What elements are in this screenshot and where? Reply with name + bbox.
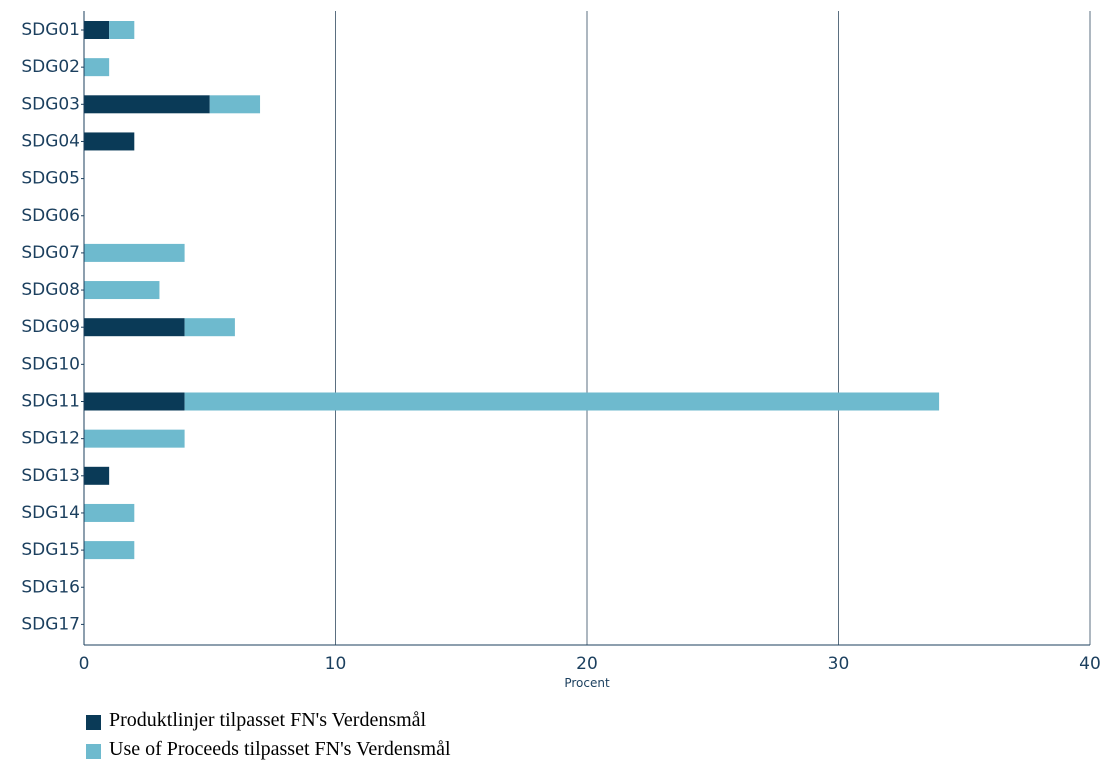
y-tick-label-sdg09: SDG09: [21, 317, 80, 337]
bar-sdg07-series-1: [84, 243, 185, 262]
axes: [83, 11, 1090, 646]
x-tick-label-20: 20: [576, 654, 598, 674]
x-tick-label-30: 30: [828, 654, 850, 674]
legend-label-produktlinjer: Produktlinjer tilpasset FN's Verdensmål: [109, 709, 427, 731]
y-tick-label-sdg05: SDG05: [21, 169, 80, 189]
bar-sdg11-series-0: [84, 392, 185, 411]
legend-item-produktlinjer: Produktlinjer tilpasset FN's Verdensmål: [86, 706, 451, 735]
y-tick-label-sdg14: SDG14: [21, 503, 80, 523]
x-tick-label-40: 40: [1079, 654, 1101, 674]
y-tick-label-sdg10: SDG10: [21, 354, 80, 374]
y-tick-label-sdg02: SDG02: [21, 57, 80, 77]
bar-sdg14-series-1: [84, 503, 135, 522]
y-tick-label-sdg07: SDG07: [21, 243, 80, 263]
bars: [81, 21, 940, 625]
gridlines: [335, 11, 1091, 645]
y-tick-label-sdg03: SDG03: [21, 94, 80, 114]
bar-sdg04-series-0: [84, 132, 135, 151]
x-tick-label-10: 10: [325, 654, 347, 674]
legend-item-use-of-proceeds: Use of Proceeds tilpasset FN's Verdensmå…: [86, 735, 451, 764]
bar-sdg01-series-0: [84, 21, 110, 39]
bar-sdg11-series-1: [184, 392, 940, 411]
legend: Produktlinjer tilpasset FN's Verdensmål …: [86, 706, 451, 764]
bar-sdg03-series-0: [84, 95, 210, 114]
y-tick-label-sdg12: SDG12: [21, 429, 80, 449]
y-tick-label-sdg17: SDG17: [21, 614, 80, 634]
bar-sdg13-series-0: [84, 466, 110, 485]
bar-sdg12-series-1: [84, 429, 185, 448]
bar-sdg09-series-0: [84, 318, 185, 337]
y-tick-label-sdg11: SDG11: [21, 392, 80, 412]
legend-label-use-of-proceeds: Use of Proceeds tilpasset FN's Verdensmå…: [109, 738, 451, 760]
y-tick-label-sdg01: SDG01: [21, 20, 80, 40]
x-tick-label-0: 0: [79, 654, 90, 674]
x-tick-labels: 0 10 20 30 40: [79, 654, 1101, 674]
bar-sdg15-series-1: [84, 541, 135, 560]
y-tick-labels: SDG01 SDG02 SDG03 SDG04 SDG05 SDG06 SDG07 SDG08…: [21, 20, 80, 634]
legend-swatch-produktlinjer: [86, 715, 101, 730]
y-tick-label-sdg04: SDG04: [21, 131, 80, 151]
y-tick-label-sdg15: SDG15: [21, 540, 80, 560]
y-tick-label-sdg06: SDG06: [21, 206, 80, 226]
x-axis-title: Procent: [564, 676, 610, 690]
bar-sdg01-series-1: [109, 21, 135, 39]
y-tick-label-sdg16: SDG16: [21, 577, 80, 597]
y-tick-label-sdg13: SDG13: [21, 466, 80, 486]
bar-sdg02-series-1: [84, 58, 110, 77]
bar-sdg09-series-1: [184, 318, 235, 337]
bar-sdg03-series-1: [209, 95, 261, 114]
legend-swatch-use-of-proceeds: [86, 744, 101, 759]
bar-sdg08-series-1: [84, 281, 160, 300]
y-tick-label-sdg08: SDG08: [21, 280, 80, 300]
